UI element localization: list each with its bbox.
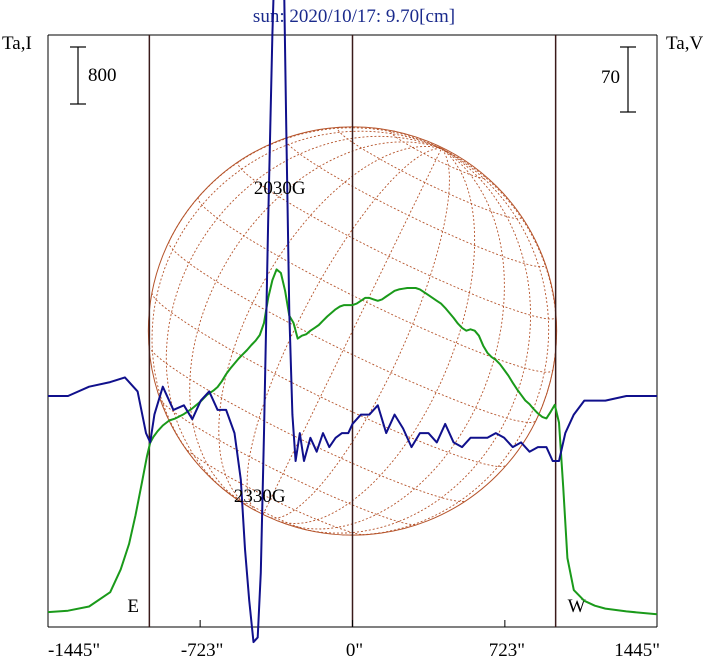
limb-label-W: W — [568, 596, 586, 617]
longitude-line — [297, 148, 532, 534]
longitude-line — [246, 148, 442, 511]
left-axis-label: Ta,I — [2, 33, 32, 54]
longitude-line — [283, 148, 505, 530]
longitude-line — [165, 135, 442, 496]
latitude-line — [390, 130, 487, 179]
longitude-line — [441, 148, 557, 421]
limb-label-E: E — [127, 596, 139, 617]
latitude-line — [221, 487, 310, 531]
annotation-2030G: 2030G — [254, 178, 306, 199]
longitude-line — [168, 127, 442, 242]
latitude-line — [285, 137, 546, 268]
x-tick-label: -723" — [181, 640, 224, 661]
x-tick-label: -1445" — [48, 640, 100, 661]
series-line-V — [48, 0, 657, 644]
right-axis-label: Ta,V — [666, 33, 703, 54]
longitude-line — [342, 148, 550, 536]
x-tick-label: 723" — [489, 640, 525, 661]
longitude-line — [151, 130, 442, 465]
latitude-line — [237, 161, 557, 320]
right-scale-bar-label: 70 — [601, 67, 620, 88]
series-line-I — [47, 268, 658, 616]
x-tick-label: 1445" — [614, 640, 660, 661]
left-scale-bar-label: 800 — [88, 65, 117, 86]
longitude-line — [218, 145, 442, 508]
x-tick-label: 0" — [346, 640, 363, 661]
longitude-line — [262, 148, 442, 515]
chart-title: sun: 2020/10/17: 9.70[cm] — [253, 6, 455, 27]
latitude-line — [160, 399, 417, 526]
longitude-line — [277, 148, 476, 524]
latitude-line — [337, 126, 522, 220]
longitude-line — [270, 148, 450, 519]
annotation-2330G: 2330G — [234, 486, 286, 507]
left-scale-bar — [70, 46, 86, 105]
right-scale-bar — [620, 46, 636, 113]
